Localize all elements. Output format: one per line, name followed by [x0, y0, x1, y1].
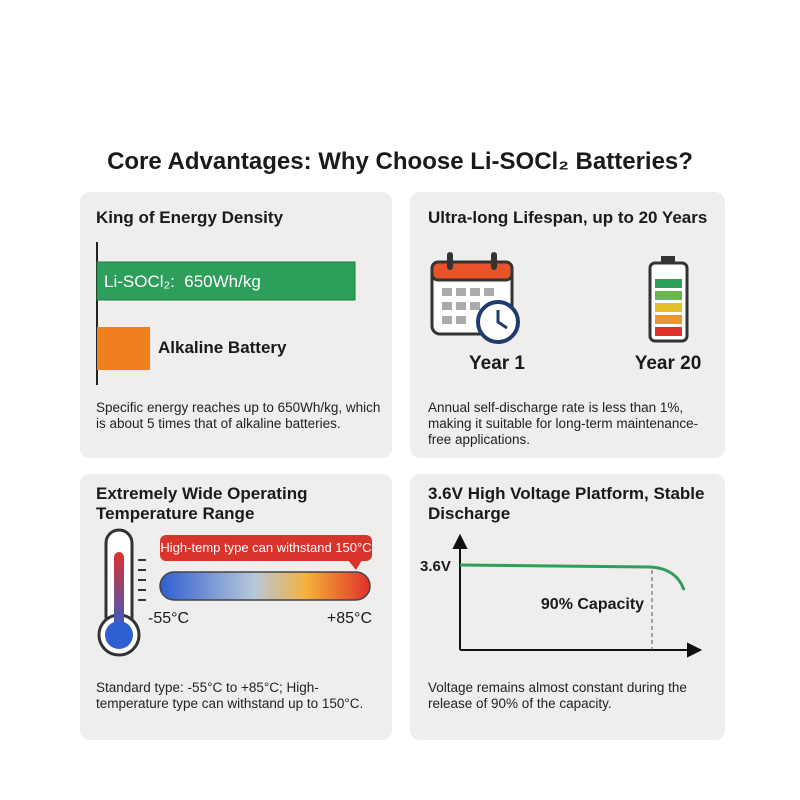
range-label: +85°C	[326, 610, 372, 627]
card-text: Annual self-discharge rate is less than …	[428, 400, 699, 447]
year-label: Year 20	[634, 353, 702, 374]
card-title: 3.6V High Voltage Platform, Stable Disch…	[428, 484, 705, 523]
range-label: -55°C	[148, 610, 190, 627]
callout-text: High-temp type can withstand 150°C	[160, 540, 372, 555]
card-text: Standard type: -55°C to +85°C; High-temp…	[96, 680, 364, 711]
page-title: Core Advantages: Why Choose Li-SOCl₂ Bat…	[107, 148, 693, 175]
card-title: Extremely Wide Operating Temperature Ran…	[96, 484, 308, 523]
calendar-icon	[430, 252, 520, 344]
card-title: Ultra-long Lifespan, up to 20 Years	[428, 208, 708, 227]
callout-pointer	[348, 560, 362, 570]
card	[410, 474, 725, 740]
card-text: Specific energy reaches up to 650Wh/kg, …	[96, 400, 381, 431]
battery-icon	[648, 256, 689, 343]
bar	[96, 261, 356, 301]
bar-label: Alkaline Battery	[158, 338, 287, 357]
card-title: King of Energy Density	[96, 208, 284, 227]
callout-box	[160, 535, 372, 561]
year-label: Year 1	[469, 353, 525, 374]
card-text: Voltage remains almost constant during t…	[428, 680, 687, 711]
voltage-label: 3.6V	[420, 558, 451, 575]
voltage-curve	[459, 563, 686, 591]
bar	[97, 327, 150, 370]
capacity-label: 90% Capacity	[540, 596, 645, 613]
temperature-bar	[159, 571, 371, 601]
thermometer-icon	[97, 528, 146, 657]
bar-label: Li-SOCl₂: 650Wh/kg	[104, 272, 261, 291]
card	[80, 192, 392, 458]
